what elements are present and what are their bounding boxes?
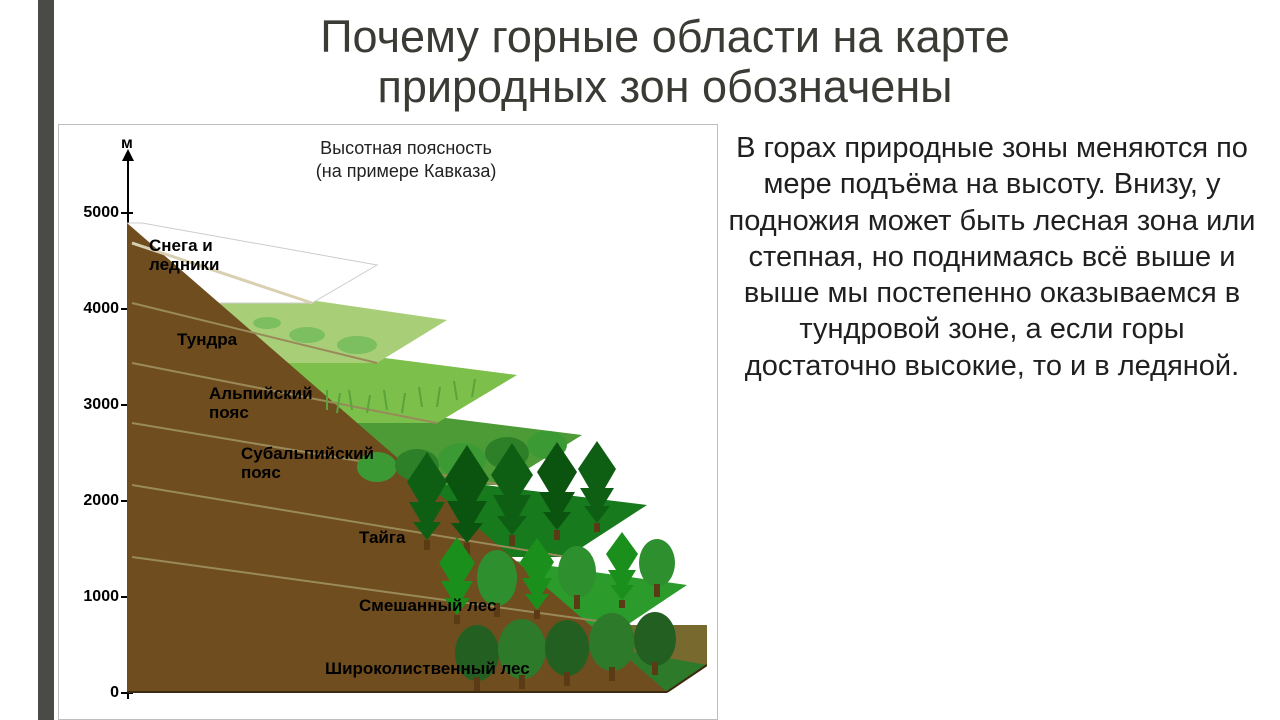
tick-label-3000: 3000	[69, 396, 119, 414]
tundra-patch	[337, 336, 377, 354]
diagram-title: Высотная поясность (на примере Кавказа)	[316, 137, 497, 182]
tick-label-4000: 4000	[69, 300, 119, 318]
zone-label-tundra: Тундра	[177, 331, 237, 350]
zone-label-taiga: Тайга	[359, 529, 405, 548]
diagram-title-l1: Высотная поясность	[320, 138, 492, 158]
tick-label-5000: 5000	[69, 204, 119, 222]
zone-label-alpine: Альпийский пояс	[209, 385, 319, 422]
tick-label-1000: 1000	[69, 588, 119, 606]
zone-label-snow-text: Снега и ледники	[149, 236, 220, 274]
tick-label-2000: 2000	[69, 492, 119, 510]
zone-label-broadleaf: Широколиственный лес	[325, 660, 530, 679]
page-title: Почему горные области на карте природных…	[80, 12, 1250, 113]
zone-label-subalpine: Субальпийский пояс	[241, 445, 381, 482]
diagram-title-l2: (на примере Кавказа)	[316, 161, 497, 181]
title-line-2: природных зон обозначены	[377, 61, 952, 112]
zone-label-alpine-text: Альпийский пояс	[209, 384, 313, 422]
tick-label-0: 0	[69, 684, 119, 702]
tundra-patch	[253, 317, 281, 329]
zone-label-snow: Снега и ледники	[149, 237, 249, 274]
accent-bar	[38, 0, 54, 720]
altitude-diagram: Высотная поясность (на примере Кавказа) …	[58, 124, 718, 720]
zone-label-mixed: Смешанный лес	[359, 597, 496, 616]
body-text: В горах природные зоны меняются по мере …	[722, 130, 1262, 384]
title-line-1: Почему горные области на карте	[320, 11, 1010, 62]
tundra-patch	[289, 327, 325, 343]
zone-label-subalpine-text: Субальпийский пояс	[241, 444, 374, 482]
